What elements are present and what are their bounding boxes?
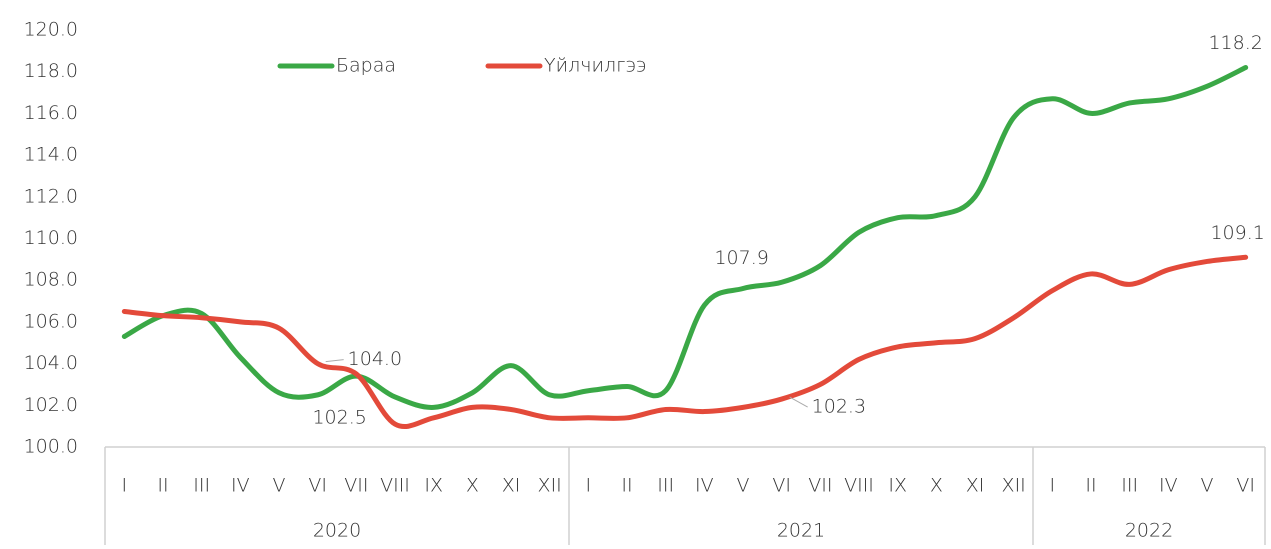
x-tick-label: VI — [308, 475, 327, 497]
x-tick-label: III — [193, 475, 210, 497]
y-tick-label: 104.0 — [24, 352, 78, 374]
y-tick-label: 106.0 — [24, 310, 78, 332]
x-tick-label: XII — [538, 475, 562, 497]
line-series — [121, 65, 1249, 410]
x-tick-label: II — [157, 475, 168, 497]
x-tick-label: I — [1050, 475, 1056, 497]
data-label: 118.2 — [1208, 32, 1262, 54]
x-tick-label: VI — [1236, 475, 1255, 497]
leader-line — [325, 359, 344, 363]
data-label: 107.9 — [714, 247, 768, 269]
data-label: 102.5 — [312, 406, 366, 428]
x-tick-label: V — [737, 475, 750, 497]
x-tick-label: VI — [772, 475, 791, 497]
x-tick-label: II — [621, 475, 632, 497]
x-tick-label: II — [1085, 475, 1096, 497]
x-tick-label: XII — [1002, 475, 1026, 497]
x-tick-label: IX — [888, 475, 907, 497]
y-tick-label: 120.0 — [24, 19, 78, 41]
x-tick-label: III — [1121, 475, 1138, 497]
x-tick-label: VII — [808, 475, 832, 497]
x-tick-label: IV — [1159, 475, 1178, 497]
legend-label: Бараа — [336, 55, 396, 77]
y-tick-label: 118.0 — [24, 60, 78, 82]
y-tick-label: 114.0 — [24, 144, 78, 166]
x-tick-label: XI — [966, 475, 985, 497]
y-tick-label: 108.0 — [24, 269, 78, 291]
legend-label: Үйлчилгээ — [544, 55, 646, 77]
x-tick-label: IX — [424, 475, 443, 497]
data-label: 109.1 — [1210, 222, 1264, 244]
group-label: 2022 — [1125, 520, 1173, 542]
y-tick-label: 100.0 — [24, 436, 78, 458]
data-label: 104.0 — [348, 348, 402, 370]
group-label: 2020 — [313, 520, 361, 542]
y-tick-label: 112.0 — [24, 185, 78, 207]
x-tick-label: IV — [695, 475, 714, 497]
leader-line — [789, 396, 808, 408]
y-tick-label: 110.0 — [24, 227, 78, 249]
group-label: 2021 — [777, 520, 825, 542]
x-tick-label: VIII — [380, 475, 410, 497]
x-tick-label: V — [273, 475, 286, 497]
x-tick-label: X — [466, 475, 479, 497]
x-tick-label: III — [657, 475, 674, 497]
x-tick-label: XI — [502, 475, 521, 497]
x-tick-label: VII — [344, 475, 368, 497]
y-tick-label: 102.0 — [24, 394, 78, 416]
x-tick-label: V — [1201, 475, 1214, 497]
x-tick-label: IV — [231, 475, 250, 497]
x-tick-label: I — [586, 475, 592, 497]
line-series — [121, 254, 1249, 430]
x-tick-label: VIII — [844, 475, 874, 497]
x-tick-label: X — [930, 475, 943, 497]
y-tick-label: 116.0 — [24, 102, 78, 124]
x-tick-label: I — [122, 475, 128, 497]
data-label: 102.3 — [812, 396, 866, 418]
